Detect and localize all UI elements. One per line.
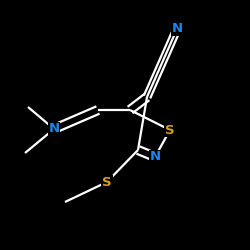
Text: N: N	[172, 22, 182, 36]
Text: S: S	[102, 176, 112, 188]
Text: N: N	[48, 122, 60, 136]
Text: S: S	[165, 124, 175, 136]
Text: N: N	[150, 150, 160, 164]
